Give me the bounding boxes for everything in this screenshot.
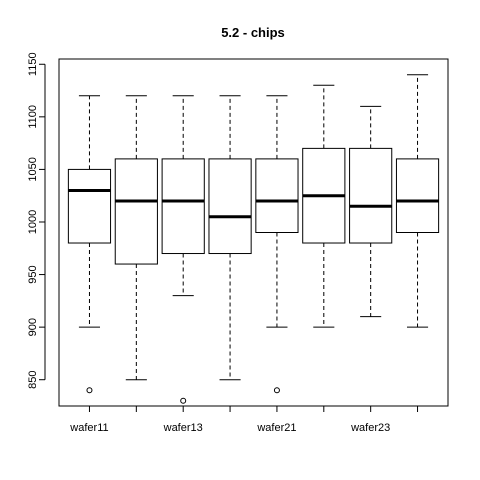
y-tick-label: 950 — [27, 265, 39, 283]
iqr-box — [208, 158, 252, 255]
x-tick-label: wafer11 — [69, 422, 108, 434]
y-tick-label: 1100 — [27, 105, 39, 129]
y-axis: 850 900 950 1000 1050 1100 1150 — [27, 52, 46, 389]
outlier-point — [86, 387, 93, 394]
y-tick-label: 1150 — [27, 52, 39, 76]
iqr-box — [161, 158, 205, 255]
x-tick-label: wafer21 — [256, 422, 296, 434]
box-wafer11 — [67, 95, 112, 394]
x-tick-label: wafer13 — [163, 422, 203, 434]
x-axis: wafer11 wafer13 wafer21 wafer23 — [69, 405, 419, 434]
y-tick-label: 1050 — [27, 157, 39, 181]
box-wafer24 — [395, 74, 440, 328]
box-wafer13 — [161, 95, 205, 404]
outlier-point — [180, 397, 187, 404]
y-tick-label: 850 — [27, 371, 39, 389]
iqr-box — [395, 158, 440, 233]
chart-title: 5.2 - chips — [221, 25, 285, 40]
iqr-box — [255, 158, 299, 233]
y-tick-label: 1000 — [27, 210, 39, 234]
iqr-box — [349, 147, 393, 244]
box-wafer22 — [302, 84, 346, 328]
box-wafer21 — [255, 95, 299, 394]
x-tick-label: wafer23 — [350, 422, 390, 434]
iqr-box — [67, 168, 112, 244]
y-tick-label: 900 — [27, 318, 39, 336]
outlier-point — [273, 387, 280, 394]
box-wafer23 — [349, 105, 393, 318]
iqr-box — [114, 158, 158, 265]
box-wafer14 — [208, 95, 252, 381]
boxes — [67, 74, 440, 404]
box-wafer12 — [114, 95, 158, 381]
